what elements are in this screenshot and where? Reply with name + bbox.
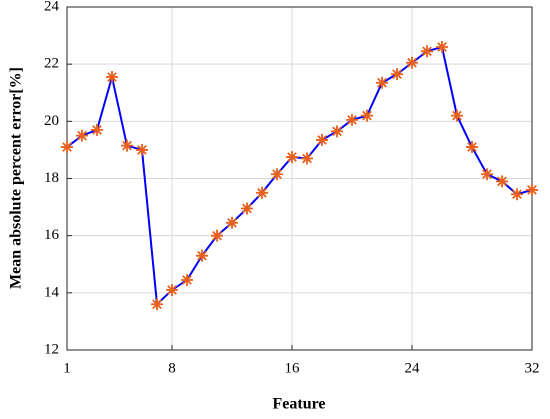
y-tick-label: 18 [44, 170, 59, 186]
x-tick-label: 24 [405, 360, 421, 376]
y-tick-label: 20 [44, 113, 59, 129]
marker [436, 41, 448, 54]
x-tick-label: 1 [63, 360, 71, 376]
x-axis-label: Feature [272, 396, 325, 413]
marker [121, 139, 133, 152]
y-tick-label: 24 [44, 0, 60, 14]
marker [241, 202, 253, 215]
marker [181, 273, 193, 286]
marker [106, 71, 118, 84]
marker [481, 168, 493, 181]
marker [196, 249, 208, 262]
marker [61, 141, 73, 154]
marker [466, 141, 478, 154]
x-tick-label: 32 [525, 360, 540, 376]
y-tick-label: 22 [44, 56, 59, 72]
marker [151, 298, 163, 311]
marker [511, 188, 523, 201]
marker [226, 216, 238, 229]
x-tick-label: 16 [285, 360, 301, 376]
marker [526, 183, 538, 196]
marker [256, 186, 268, 199]
marker [136, 143, 148, 156]
y-tick-label: 14 [44, 284, 60, 300]
y-axis-label: Mean absolute percent error[%] [8, 67, 25, 289]
marker [391, 68, 403, 81]
marker [421, 45, 433, 58]
marker [301, 152, 313, 165]
marker [271, 168, 283, 181]
marker [361, 109, 373, 122]
data-line [66, 45, 533, 307]
y-tick-label: 12 [44, 341, 59, 357]
marker [76, 129, 88, 142]
marker [331, 125, 343, 138]
marker [166, 283, 178, 296]
plot-frame [66, 6, 533, 351]
x-tick-label: 8 [168, 360, 176, 376]
marker [346, 113, 358, 126]
marker [211, 229, 223, 242]
marker [91, 123, 103, 136]
y-tick-label: 16 [44, 227, 60, 243]
marker [496, 175, 508, 188]
marker [451, 109, 463, 122]
marker [316, 133, 328, 146]
marker [376, 76, 388, 89]
marker [286, 151, 298, 164]
marker [406, 56, 418, 69]
